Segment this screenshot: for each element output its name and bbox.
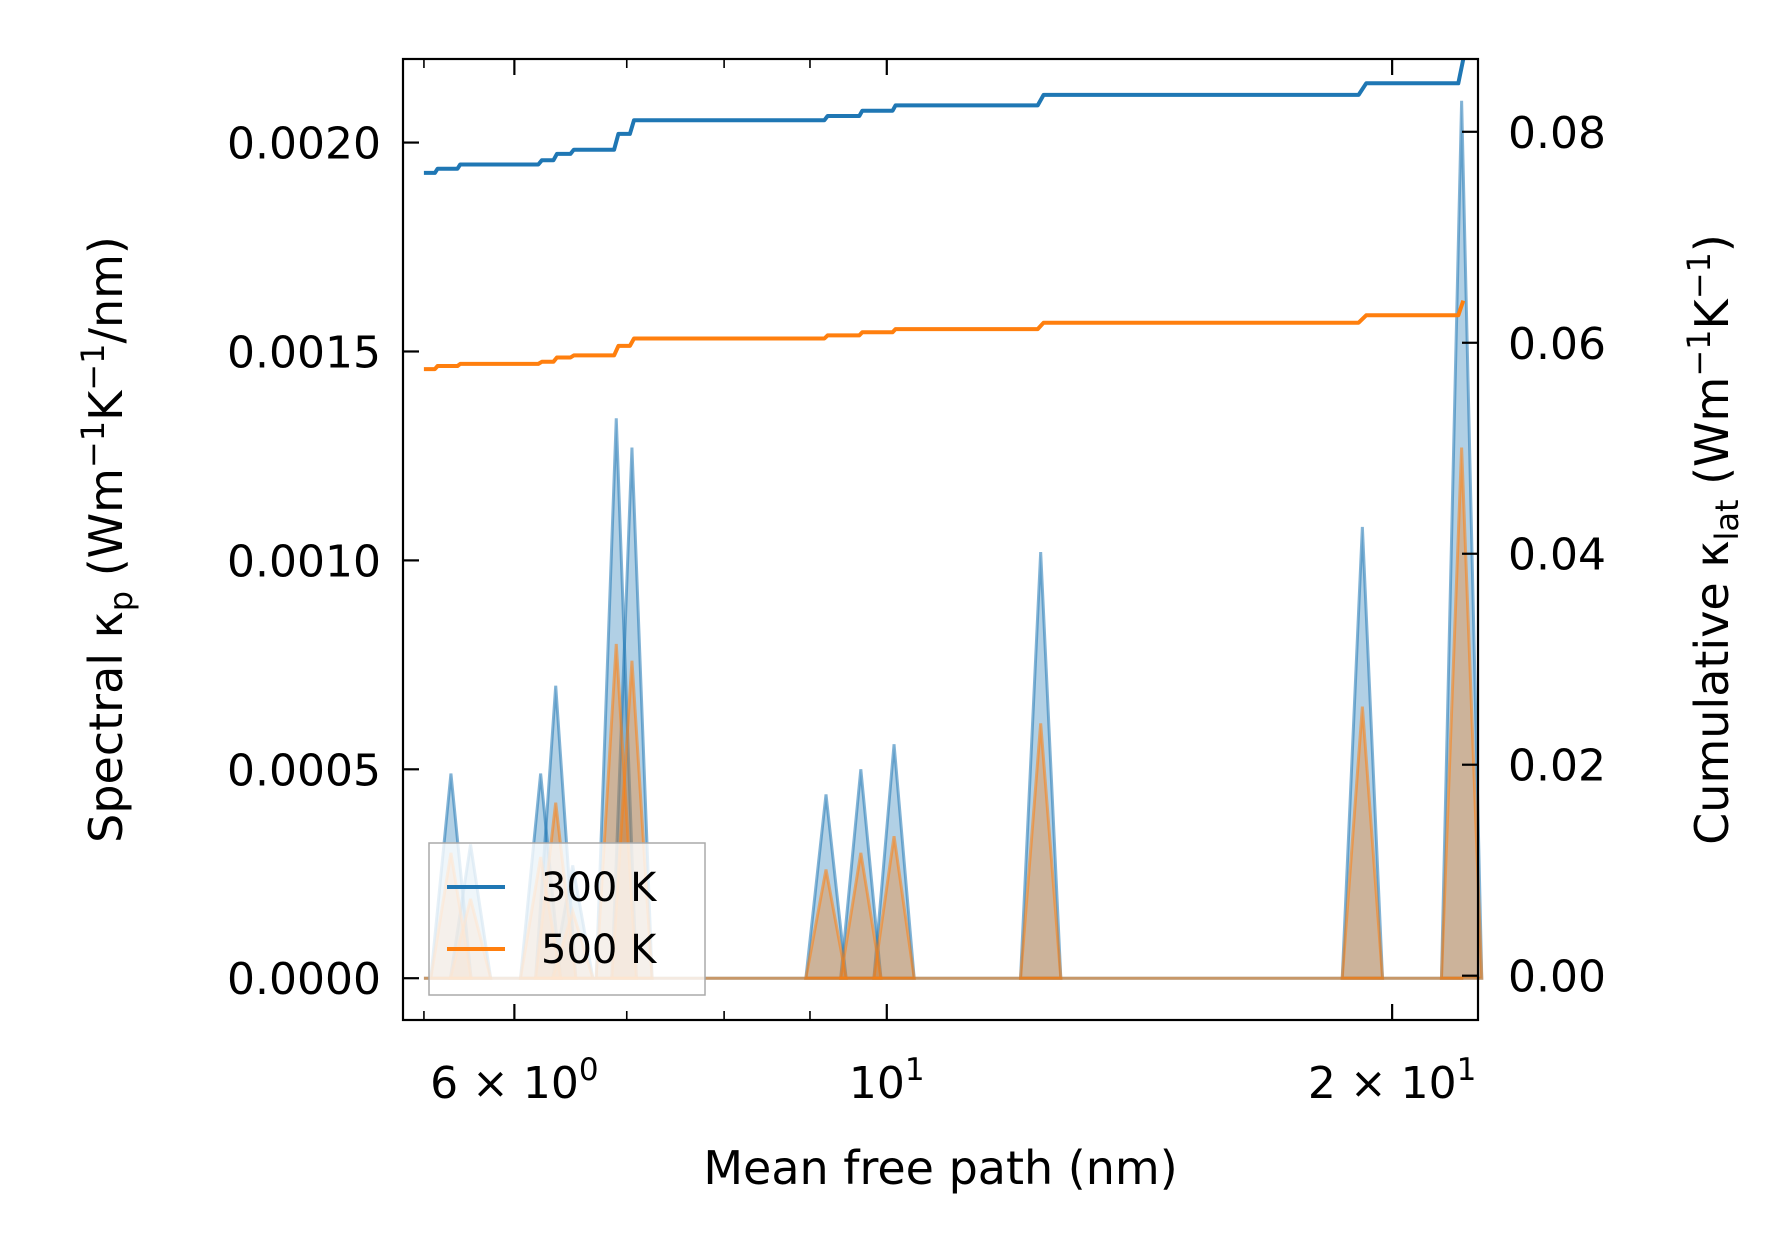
y-left-tick-label-4: 0.0020	[227, 119, 381, 170]
y-right-tick-label-2: 0.04	[1508, 530, 1606, 581]
left-y-axis-label-exp2: −1	[74, 344, 112, 391]
x-axis-label: Mean free path (nm)	[703, 1141, 1177, 1195]
left-y-axis-label-unit-k: K	[79, 389, 133, 421]
x-tick-label-exp-2: 1	[1457, 1052, 1477, 1088]
spectral-peak-500K-9	[872, 835, 916, 980]
spectral-peak-500K-12	[1439, 447, 1484, 980]
right-y-axis-label: Cumulative κlat (Wm−1K−1)	[1680, 234, 1746, 845]
cumulative-layer	[423, 58, 1466, 372]
ticks-layer: 6 × 100 101 2 × 1010.00000.00050.00100.001…	[227, 59, 1606, 1109]
x-tick-label-base-2: 2 × 10	[1308, 1058, 1457, 1109]
legend-label-500K: 500 K	[541, 927, 658, 973]
y-right-tick-label-3: 0.06	[1508, 319, 1606, 370]
left-y-axis-label-gap	[79, 576, 133, 591]
left-y-axis-label-exp1: −1	[74, 421, 112, 468]
right-y-axis-label-exp2: −1	[1680, 252, 1718, 299]
x-tick-label-1: 101	[849, 1052, 925, 1109]
left-y-axis-label-main: Spectral κ	[79, 611, 133, 843]
x-tick-label-exp-1: 1	[905, 1052, 925, 1088]
y-right-tick-label-4: 0.08	[1508, 108, 1606, 159]
y-right-tick-label-0: 0.00	[1508, 952, 1606, 1003]
x-tick-label-base-0: 6 × 10	[430, 1058, 579, 1109]
x-tick-label-exp-0: 0	[579, 1052, 599, 1088]
cumulative-line-300K	[423, 58, 1466, 175]
axes-frame	[401, 57, 1480, 1022]
right-y-axis-label-unit-k: K	[1685, 297, 1739, 329]
spectral-peak-500K-10	[1018, 723, 1063, 980]
right-y-axis-label-tail: )	[1685, 234, 1739, 252]
legend-box	[428, 842, 706, 996]
left-y-axis-label: Spectral κp (Wm−1K−1/nm)	[74, 236, 140, 843]
x-tick-label-2: 2 × 101	[1308, 1052, 1477, 1109]
y-left-tick-label-1: 0.0005	[227, 745, 381, 796]
spectral-peak-500K-7	[804, 869, 848, 980]
right-y-axis-label-gap	[1685, 485, 1739, 500]
left-y-axis-label-sub: p	[102, 591, 140, 611]
right-y-axis-label-main: Cumulative κ	[1685, 541, 1739, 845]
axis-labels: Mean free path (nm) Spectral κp (Wm−1K−1…	[74, 234, 1746, 1195]
y-left-tick-label-3: 0.0015	[227, 327, 381, 378]
spectral-peak-500K-8	[838, 852, 883, 980]
cumulative-line-500K	[423, 299, 1466, 372]
left-y-axis-label-tail: /nm)	[79, 236, 133, 343]
right-y-axis-label-sub: lat	[1708, 500, 1746, 541]
left-y-axis-label-units: (Wm	[79, 468, 133, 576]
legend: 300 K 500 K	[428, 842, 706, 996]
y-right-tick-label-1: 0.02	[1508, 741, 1606, 792]
spectral-peak-500K-11	[1340, 706, 1385, 980]
y-left-tick-label-0: 0.0000	[227, 954, 381, 1005]
y-left-tick-label-2: 0.0010	[227, 536, 381, 587]
x-tick-label-base-1: 10	[849, 1058, 905, 1109]
right-y-axis-label-units: (Wm	[1685, 377, 1739, 485]
x-tick-label-0: 6 × 100	[430, 1052, 599, 1109]
legend-label-300K: 300 K	[541, 865, 658, 911]
right-y-axis-label-exp1: −1	[1680, 329, 1718, 376]
